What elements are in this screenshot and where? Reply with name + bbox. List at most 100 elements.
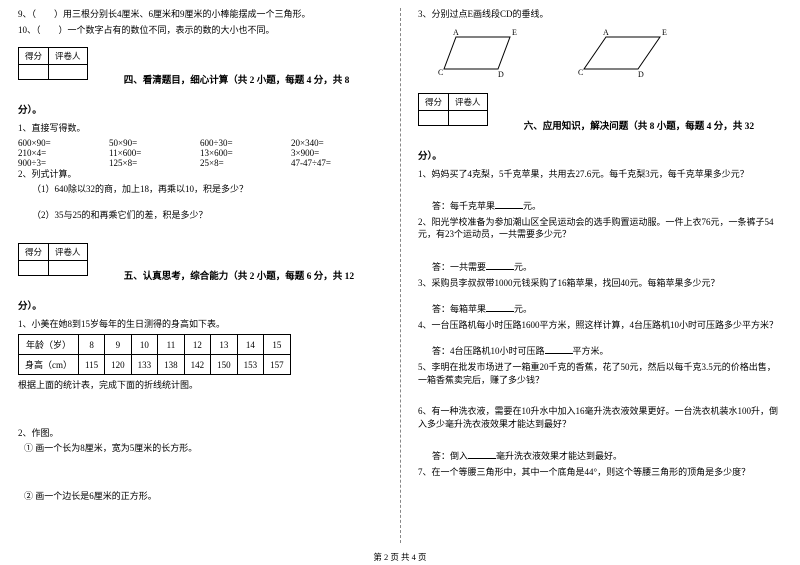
th: 12	[184, 335, 211, 355]
section4-cont: 分）。	[18, 102, 382, 116]
q3: 3、采购员李叔叔带1000元钱采购了16箱苹果，找回40元。每箱苹果多少元？	[418, 277, 782, 290]
calc-row: 600×90= 50×90= 600÷30= 20×340=	[18, 138, 382, 148]
score-h2: 评卷人	[449, 93, 488, 110]
calc-cell: 125×8=	[109, 158, 200, 168]
q1: 1、妈妈买了4克梨，5千克苹果，共用去27.6元。每千克梨3元，每千克苹果多少元…	[418, 168, 782, 181]
td: 133	[131, 355, 158, 375]
s4-2: 2、列式计算。	[18, 168, 382, 181]
td: 142	[184, 355, 211, 375]
height-table: 年龄（岁） 8 9 10 11 12 13 14 15 身高（cm） 115 1…	[18, 334, 291, 375]
a2a: 答：一共需要	[432, 262, 486, 272]
trapezoid-left: A E C D	[438, 27, 538, 79]
td: 153	[237, 355, 264, 375]
calc-cell: 11×600=	[109, 148, 200, 158]
s5-1: 1、小美在她8到15岁每年的生日测得的身高如下表。	[18, 318, 382, 331]
th: 14	[237, 335, 264, 355]
s5-2: 2、作图。	[18, 427, 382, 440]
q2: 2、阳光学校准备为参加潮山区全民运动会的选手购置运动服。一件上衣76元，一条裤子…	[418, 216, 782, 241]
section4-title: 四、看清题目，细心计算（共 2 小题，每题 4 分，共 8	[124, 76, 350, 86]
blank	[495, 199, 523, 209]
s5-2a: ① 画一个长为8厘米，宽为5厘米的长方形。	[24, 442, 382, 455]
th: 10	[131, 335, 158, 355]
score-blank	[19, 260, 49, 275]
label-C: C	[578, 68, 583, 77]
s4-1: 1、直接写得数。	[18, 122, 382, 135]
a2b: 元。	[514, 262, 532, 272]
a3b: 元。	[514, 304, 532, 314]
a4: 答：4台压路机10小时可压路 平方米。	[432, 344, 782, 358]
a1: 答：每千克苹果 元。	[432, 199, 782, 213]
q6: 6、有一种洗衣液，需要在10升水中加入16毫升洗衣液效果更好。一台洗衣机装水10…	[418, 405, 782, 430]
th: 9	[105, 335, 132, 355]
a6b: 毫升洗衣液效果才能达到最好。	[496, 451, 622, 461]
r3: 3、分别过点E画线段CD的垂线。	[418, 8, 782, 21]
a3a: 答：每箱苹果	[432, 304, 486, 314]
table-row: 年龄（岁） 8 9 10 11 12 13 14 15	[19, 335, 291, 355]
table-row: 身高（cm） 115 120 133 138 142 150 153 157	[19, 355, 291, 375]
calc-row: 900÷3= 125×8= 25×8= 47-47÷47=	[18, 158, 382, 168]
score-box-6: 得分评卷人	[418, 93, 488, 126]
blank	[486, 302, 514, 312]
section5-title: 五、认真思考，综合能力（共 2 小题，每题 6 分，共 12	[124, 272, 354, 282]
th: 13	[211, 335, 238, 355]
section6-cont: 分）。	[418, 148, 782, 162]
label-A: A	[453, 28, 459, 37]
calc-cell: 25×8=	[200, 158, 291, 168]
calc-cell: 600÷30=	[200, 138, 291, 148]
calc-cell: 900÷3=	[18, 158, 109, 168]
th: 15	[264, 335, 291, 355]
score-h1: 得分	[19, 48, 49, 65]
calc-cell: 3×900=	[291, 148, 382, 158]
a6a: 答：倒入	[432, 451, 468, 461]
th: 年龄（岁）	[19, 335, 79, 355]
a4b: 平方米。	[573, 346, 609, 356]
s4-2b: （2）35与25的和再乘它们的差，积是多少？	[32, 209, 382, 222]
a4a: 答：4台压路机10小时可压路	[432, 346, 545, 356]
calc-cell: 600×90=	[18, 138, 109, 148]
right-column: 3、分别过点E画线段CD的垂线。 A E C D A E C D 得分评卷人 六…	[400, 0, 800, 565]
calc-row: 210×4= 11×600= 13×600= 3×900=	[18, 148, 382, 158]
score-blank	[449, 110, 488, 125]
calc-cell: 13×600=	[200, 148, 291, 158]
score-blank	[49, 65, 88, 80]
calc-cell: 50×90=	[109, 138, 200, 148]
s5-1b: 根据上面的统计表，完成下面的折线统计图。	[18, 379, 382, 392]
label-C: C	[438, 68, 443, 77]
label-E: E	[512, 28, 517, 37]
th: 8	[79, 335, 105, 355]
a3: 答：每箱苹果 元。	[432, 302, 782, 316]
q5: 5、李明在批发市场进了一箱重20千克的香蕉，花了50元，然后以每千克3.5元的价…	[418, 361, 782, 386]
parallelogram-right: A E C D	[578, 27, 678, 79]
a1b: 元。	[523, 201, 541, 211]
calc-cell: 47-47÷47=	[291, 158, 382, 168]
q9: 9、（ ）用三根分别长4厘米、6厘米和9厘米的小棒能摆成一个三角形。	[18, 8, 382, 21]
td: 157	[264, 355, 291, 375]
score-box-4: 得分评卷人	[18, 47, 88, 80]
calc-cell: 20×340=	[291, 138, 382, 148]
score-h2: 评卷人	[49, 243, 88, 260]
td: 150	[211, 355, 238, 375]
page-footer: 第 2 页 共 4 页	[0, 551, 800, 563]
figure-row: A E C D A E C D	[438, 24, 782, 85]
calc-cell: 210×4=	[18, 148, 109, 158]
score-blank	[419, 110, 449, 125]
blank	[545, 344, 573, 354]
blank	[468, 449, 496, 459]
score-h1: 得分	[19, 243, 49, 260]
td: 身高（cm）	[19, 355, 79, 375]
s5-2b: ② 画一个边长是6厘米的正方形。	[24, 490, 382, 503]
label-D: D	[498, 70, 504, 79]
label-A: A	[603, 28, 609, 37]
q7: 7、在一个等腰三角形中，其中一个底角是44°，则这个等腰三角形的顶角是多少度？	[418, 466, 782, 479]
score-blank	[19, 65, 49, 80]
a6: 答：倒入 毫升洗衣液效果才能达到最好。	[432, 449, 782, 463]
score-h2: 评卷人	[49, 48, 88, 65]
left-column: 9、（ ）用三根分别长4厘米、6厘米和9厘米的小棒能摆成一个三角形。 10、（ …	[0, 0, 400, 565]
section6-title: 六、应用知识，解决问题（共 8 小题，每题 4 分，共 32	[524, 122, 754, 132]
td: 138	[158, 355, 185, 375]
a1a: 答：每千克苹果	[432, 201, 495, 211]
td: 120	[105, 355, 132, 375]
label-D: D	[638, 70, 644, 79]
blank	[486, 260, 514, 270]
score-box-5: 得分评卷人	[18, 243, 88, 276]
